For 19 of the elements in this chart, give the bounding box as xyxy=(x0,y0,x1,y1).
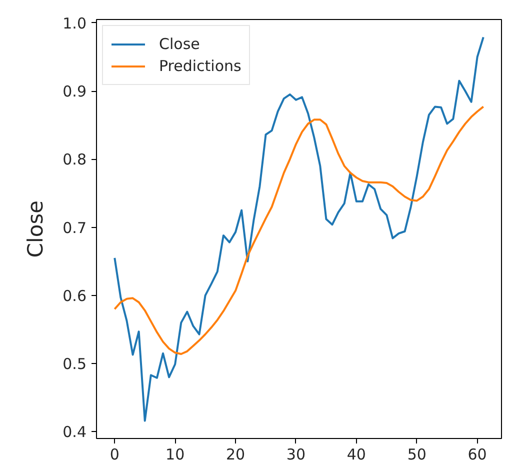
x-tick-label: 40 xyxy=(346,446,366,464)
x-tick-label: 20 xyxy=(226,446,246,464)
line-series xyxy=(114,106,484,356)
line-series xyxy=(114,36,484,422)
x-tick-label: 0 xyxy=(110,446,120,464)
legend-label: Predictions xyxy=(159,57,242,75)
y-tick-label: 0.9 xyxy=(62,82,87,101)
x-tick-label: 30 xyxy=(286,446,306,464)
y-tick-label: 0.4 xyxy=(62,423,87,442)
y-tick-label: 0.6 xyxy=(62,286,87,305)
x-tick-label: 50 xyxy=(407,446,426,464)
x-tick-label: 60 xyxy=(468,446,487,464)
y-tick-label: 0.8 xyxy=(62,150,87,169)
y-tick-label: 0.7 xyxy=(62,218,87,237)
x-tick-label: 10 xyxy=(166,446,185,464)
y-tick-label: 0.5 xyxy=(62,355,87,374)
legend-label: Close xyxy=(159,35,200,53)
y-axis-title: Close xyxy=(24,200,48,258)
y-tick-label: 1.0 xyxy=(62,14,87,32)
